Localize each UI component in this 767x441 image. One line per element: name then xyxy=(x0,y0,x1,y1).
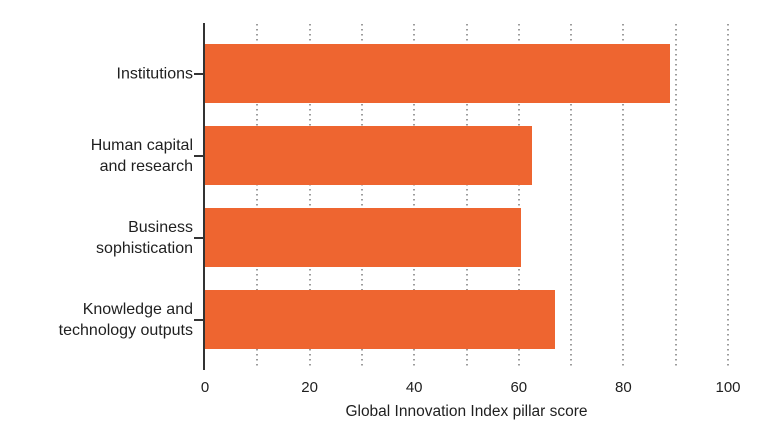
bar-2 xyxy=(205,208,522,267)
x-tick-label-40: 40 xyxy=(405,379,423,396)
y-axis-line xyxy=(203,23,205,370)
x-tick-label-80: 80 xyxy=(615,379,632,396)
x-tick-label-60: 60 xyxy=(510,379,528,396)
gridline xyxy=(256,24,259,369)
category-label-0: Institutions xyxy=(116,65,193,82)
category-label-1: Human capital and research xyxy=(90,136,193,175)
x-axis-title: Global Innovation Index pillar score xyxy=(345,403,588,420)
x-tick-label-0: 0 xyxy=(200,379,210,396)
gridline xyxy=(465,24,468,369)
category-label-3: Knowledge and technology outputs xyxy=(58,300,193,339)
category-tick-mark xyxy=(194,72,204,75)
x-tick-label-20: 20 xyxy=(301,379,318,396)
gridline xyxy=(308,24,311,369)
gridline xyxy=(570,24,573,369)
gridline xyxy=(517,24,520,369)
bar-3 xyxy=(205,290,556,349)
category-tick-mark xyxy=(194,154,204,157)
bar-0 xyxy=(205,44,671,103)
bar-1 xyxy=(205,126,532,185)
plot-area xyxy=(205,23,751,369)
gridline xyxy=(360,24,363,369)
category-tick-mark xyxy=(194,236,204,239)
category-label-2: Business sophistication xyxy=(96,218,193,257)
x-tick-label-100: 100 xyxy=(715,379,741,396)
category-tick-mark xyxy=(194,318,204,321)
gridline xyxy=(413,24,416,369)
gridline xyxy=(727,24,729,369)
gridline xyxy=(674,24,677,369)
gridline xyxy=(622,24,625,369)
